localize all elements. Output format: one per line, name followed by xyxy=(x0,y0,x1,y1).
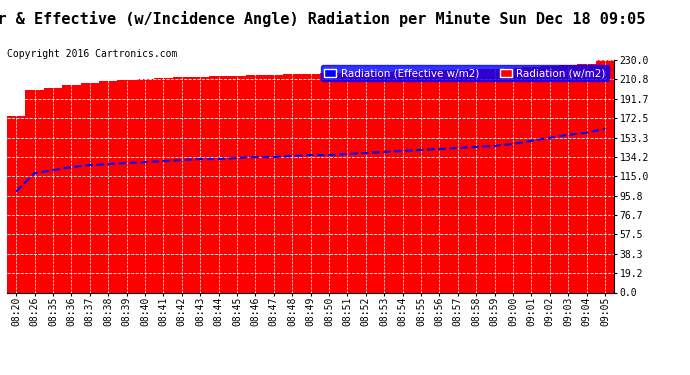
Bar xyxy=(522,67,540,292)
Bar xyxy=(136,79,154,292)
Bar xyxy=(99,81,117,292)
Bar xyxy=(485,69,504,292)
Bar xyxy=(559,65,578,292)
Bar xyxy=(7,116,26,292)
Bar xyxy=(117,80,136,292)
Bar xyxy=(412,71,430,292)
Bar xyxy=(62,85,81,292)
Bar xyxy=(209,76,228,292)
Bar xyxy=(43,88,62,292)
Bar xyxy=(357,72,375,292)
Bar xyxy=(430,70,448,292)
Bar xyxy=(172,77,191,292)
Bar xyxy=(81,83,99,292)
Bar xyxy=(228,76,246,292)
Bar xyxy=(578,64,595,292)
Text: Copyright 2016 Cartronics.com: Copyright 2016 Cartronics.com xyxy=(7,49,177,59)
Bar xyxy=(264,75,283,292)
Bar xyxy=(375,72,393,292)
Bar xyxy=(283,74,302,292)
Bar xyxy=(595,60,614,292)
Bar xyxy=(191,77,209,292)
Legend: Radiation (Effective w/m2), Radiation (w/m2): Radiation (Effective w/m2), Radiation (w… xyxy=(321,65,609,81)
Bar xyxy=(467,69,485,292)
Bar xyxy=(302,74,319,292)
Bar xyxy=(448,70,467,292)
Bar xyxy=(504,68,522,292)
Bar xyxy=(540,66,559,292)
Bar xyxy=(319,73,338,292)
Text: Solar & Effective (w/Incidence Angle) Radiation per Minute Sun Dec 18 09:05: Solar & Effective (w/Incidence Angle) Ra… xyxy=(0,11,646,27)
Bar xyxy=(338,73,357,292)
Bar xyxy=(154,78,172,292)
Bar xyxy=(393,71,412,292)
Bar xyxy=(26,90,43,292)
Bar xyxy=(246,75,264,292)
